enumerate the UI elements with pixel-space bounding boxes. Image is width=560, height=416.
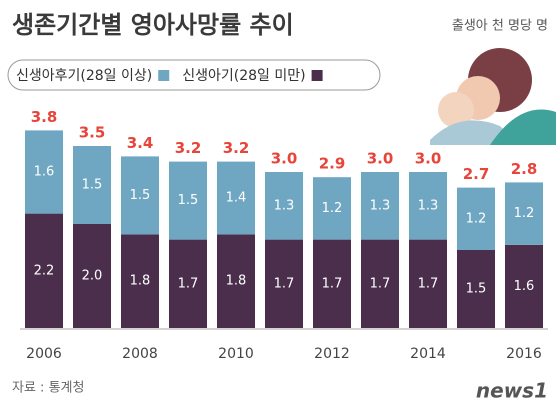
value-label: 1.8: [130, 274, 151, 289]
value-label: 2.2: [34, 263, 55, 278]
value-label: 1.3: [370, 198, 391, 213]
total-label: 2.7: [463, 165, 490, 183]
bar-segment: [169, 239, 207, 328]
value-label: 1.2: [466, 211, 487, 226]
x-tick-label: 2014: [410, 346, 446, 362]
value-label: 1.5: [466, 282, 487, 297]
bar-segment: [361, 172, 399, 240]
value-label: 1.6: [34, 165, 55, 180]
bar-segment: [169, 161, 207, 240]
total-label: 3.2: [223, 139, 250, 157]
value-label: 1.7: [322, 276, 343, 291]
x-tick-label: 2016: [506, 346, 542, 362]
bar-segment: [73, 146, 111, 224]
bar-segment: [25, 130, 63, 214]
bar-segment: [265, 172, 303, 240]
legend-label: 신생아후기(28일 이상): [16, 68, 152, 84]
value-label: 1.7: [370, 276, 391, 291]
bar-segment: [313, 239, 351, 328]
legend-box: [7, 59, 381, 91]
value-label: 1.5: [82, 178, 103, 193]
mother-body: [490, 109, 556, 145]
value-label: 1.5: [130, 188, 151, 203]
bar-segment: [25, 213, 63, 328]
legend-swatch: [311, 70, 323, 81]
value-label: 1.7: [418, 276, 439, 291]
logo: news1: [476, 379, 548, 403]
total-label: 3.8: [31, 108, 58, 126]
value-label: 1.2: [322, 201, 343, 216]
value-label: 1.6: [514, 279, 535, 294]
illustration: [430, 48, 556, 145]
value-label: 2.0: [82, 269, 103, 284]
bar-segment: [505, 182, 543, 245]
bar-segment: [121, 156, 159, 235]
x-tick-label: 2008: [122, 346, 158, 362]
bar-segment: [361, 239, 399, 328]
value-label: 1.4: [226, 191, 247, 206]
value-label: 1.8: [226, 274, 247, 289]
total-label: 3.5: [79, 124, 106, 142]
value-label: 1.7: [178, 276, 199, 291]
bar-segment: [457, 250, 495, 328]
bar-segment: [409, 172, 447, 240]
value-label: 1.5: [178, 193, 199, 208]
bar-segment: [217, 161, 255, 235]
total-label: 3.4: [127, 134, 154, 152]
baby-face: [438, 92, 474, 128]
x-tick-label: 2010: [218, 346, 254, 362]
bar-segment: [457, 187, 495, 250]
value-label: 1.7: [274, 276, 295, 291]
x-tick-label: 2006: [26, 346, 62, 362]
chart-title: 생존기간별 영아사망률 추이: [12, 11, 294, 39]
bar-segment: [409, 239, 447, 328]
bar-segment: [313, 177, 351, 240]
legend-swatch: [158, 70, 170, 81]
bar-segment: [505, 244, 543, 328]
value-label: 1.3: [418, 198, 439, 213]
legend-label: 신생아기(28일 미만): [182, 68, 305, 84]
value-label: 1.3: [274, 198, 295, 213]
x-tick-label: 2012: [314, 346, 350, 362]
value-label: 1.2: [514, 206, 535, 221]
unit-note: 출생아 천 명당 명: [452, 19, 548, 34]
source: 자료 : 통계청: [12, 381, 84, 396]
total-label: 2.9: [319, 155, 346, 173]
bar-segment: [73, 224, 111, 328]
bar-segment: [217, 234, 255, 328]
total-label: 3.0: [367, 150, 394, 168]
total-label: 2.8: [511, 160, 538, 178]
total-label: 3.2: [175, 139, 202, 157]
total-label: 3.0: [415, 150, 442, 168]
total-label: 3.0: [271, 150, 298, 168]
bar-segment: [265, 239, 303, 328]
bar-segment: [121, 234, 159, 328]
